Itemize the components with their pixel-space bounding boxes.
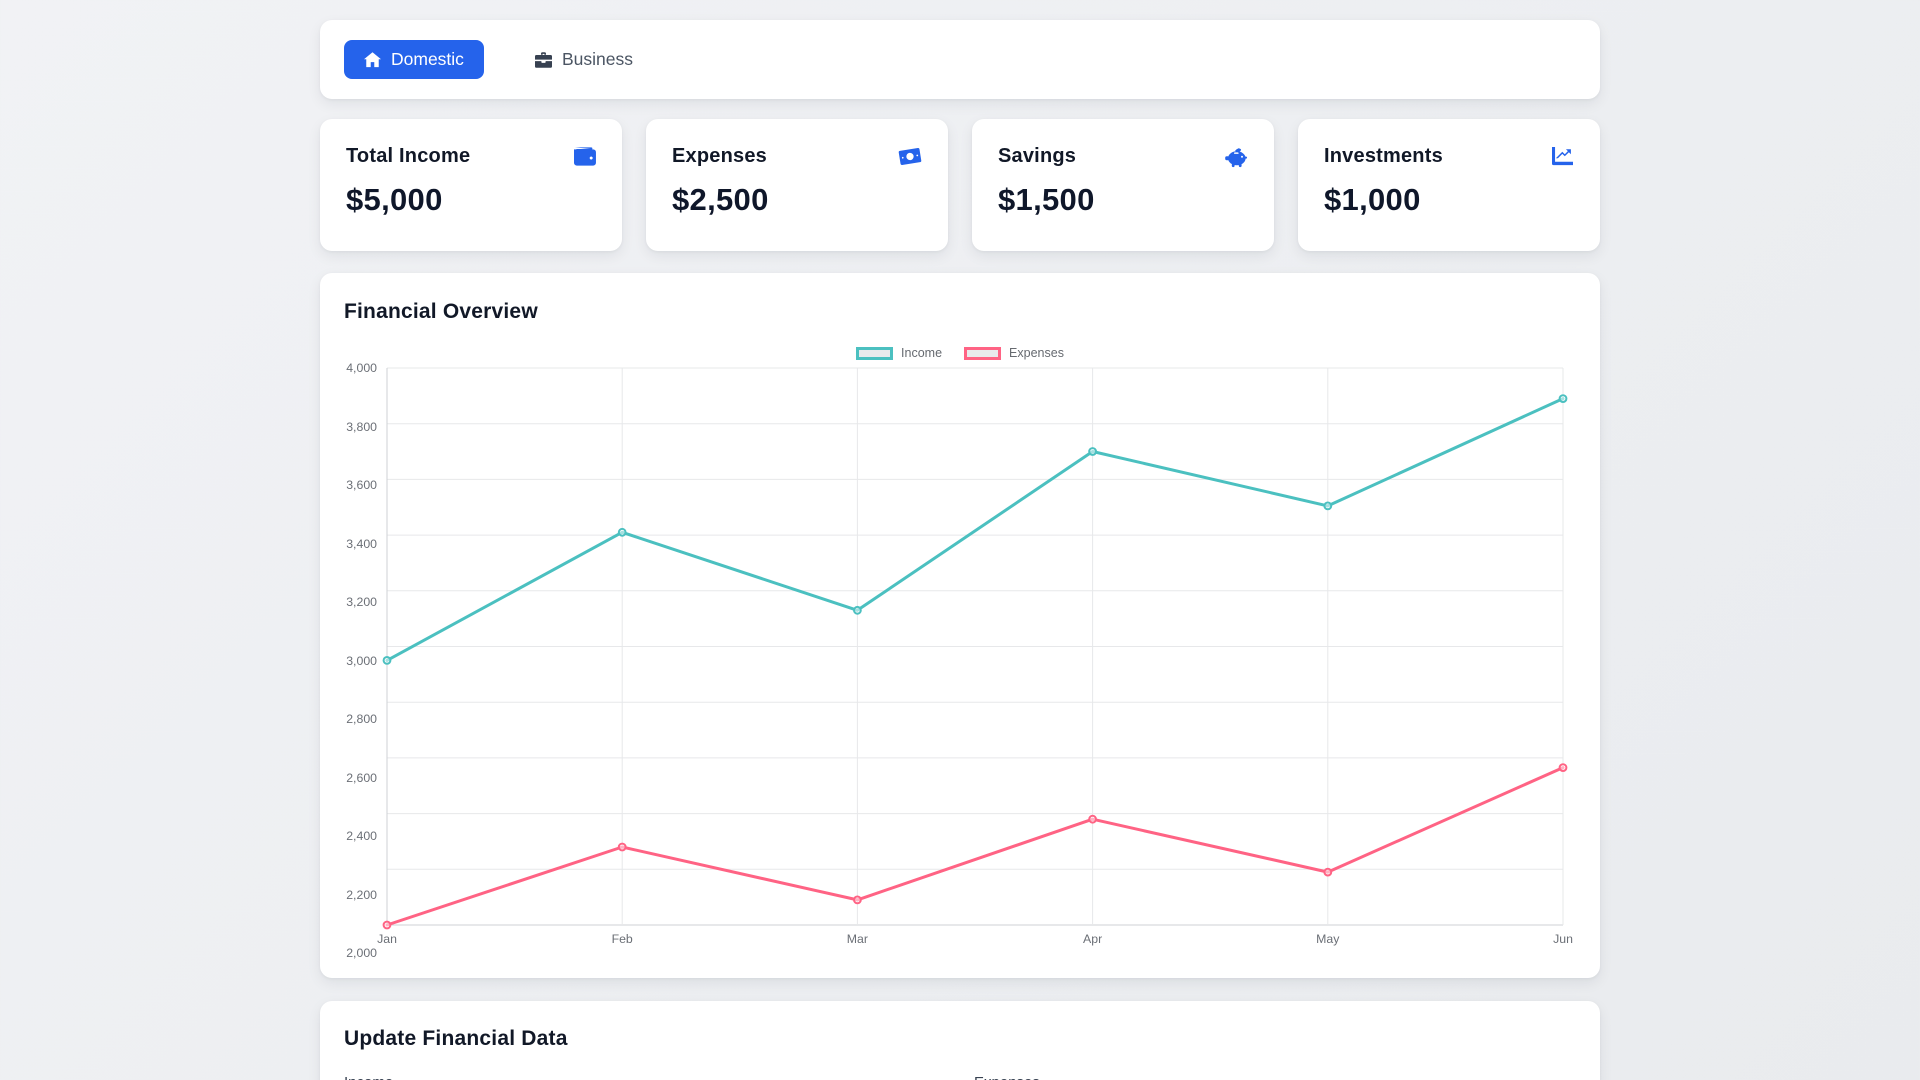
x-axis-labels: Jan Feb Mar Apr May Jun: [377, 932, 1573, 953]
update-title: Update Financial Data: [344, 1027, 568, 1050]
y-tick-label: 2,800: [346, 711, 377, 726]
stat-card-savings: Savings $1,500: [972, 119, 1274, 251]
income-point: [382, 656, 392, 665]
stat-title: Total Income: [346, 145, 471, 167]
income-point: [1558, 394, 1568, 404]
stat-title: Investments: [1324, 145, 1443, 167]
stat-cards-row: Total Income $5,000 Expenses $2,500 Savi…: [320, 119, 1600, 251]
legend-item-income[interactable]: Income: [856, 346, 942, 360]
y-tick-label: 3,000: [346, 653, 377, 668]
y-tick-label: 3,800: [346, 419, 377, 434]
y-tick-label: 2,200: [346, 887, 377, 902]
x-tick-label: Mar: [846, 932, 868, 946]
stat-value: $1,000: [1324, 182, 1421, 217]
legend-swatch: [856, 346, 894, 360]
income-point: [1088, 447, 1097, 456]
wallet-icon: [573, 146, 596, 167]
y-axis-labels: 4,000 3,800 3,600 3,400 3,200 3,000 2,800 2,600…: [344, 362, 387, 960]
expenses-line: [385, 766, 1565, 927]
stat-title: Expenses: [672, 145, 767, 167]
stat-value: $5,000: [346, 182, 443, 217]
chart-title: Financial Overview: [344, 300, 538, 323]
stat-title: Savings: [998, 145, 1077, 167]
expenses-point: [382, 920, 392, 930]
y-tick-label: 2,400: [346, 828, 377, 843]
income-point: [1323, 501, 1333, 511]
briefcase-icon: [534, 51, 552, 68]
legend-label: Expenses: [1009, 346, 1064, 360]
legend-item-expenses[interactable]: Expenses: [964, 346, 1064, 360]
y-tick-label: 3,400: [346, 536, 377, 551]
tab-bar: Domestic Business: [320, 20, 1600, 99]
chart-legend: Income Expenses: [344, 345, 1576, 361]
dashboard-page: Domestic Business Total Income $5,000 Ex…: [320, 0, 1600, 1080]
stat-card-total-income: Total Income $5,000: [320, 119, 622, 251]
stat-card-investments: Investments $1,000: [1298, 119, 1600, 251]
income-point: [617, 527, 627, 537]
piggy-bank-icon: [1224, 146, 1248, 168]
update-financial-data-card: Update Financial Data Income Expenses: [320, 1001, 1600, 1080]
income-line: [385, 397, 1565, 662]
y-tick-label: 4,000: [346, 360, 377, 375]
income-field-group: Income: [344, 1074, 946, 1080]
x-tick-label: May: [1316, 932, 1340, 946]
y-tick-label: 3,200: [346, 594, 377, 609]
tab-business-label: Business: [561, 49, 633, 70]
expenses-point: [1088, 814, 1097, 824]
expenses-point: [617, 842, 627, 852]
y-tick-label: 3,600: [346, 477, 377, 492]
tab-domestic[interactable]: Domestic: [344, 40, 484, 79]
chart-canvas: [382, 367, 1568, 930]
financial-overview-card: Financial Overview Income Expenses 4,000 3…: [320, 273, 1600, 978]
stat-value: $1,500: [998, 182, 1095, 217]
chart-line-icon: [1551, 146, 1574, 167]
tab-domestic-label: Domestic: [391, 49, 464, 70]
y-tick-label: 2,600: [346, 770, 377, 785]
home-icon: [364, 51, 381, 68]
x-tick-label: Jun: [1553, 932, 1573, 946]
income-field-label: Income: [344, 1074, 946, 1080]
x-tick-label: Jan: [377, 932, 397, 946]
income-point: [853, 605, 862, 615]
tab-business[interactable]: Business: [515, 40, 653, 78]
expenses-field-group: Expenses: [974, 1074, 1576, 1080]
expenses-point: [1323, 867, 1333, 877]
expenses-field-label: Expenses: [974, 1074, 1576, 1080]
x-tick-label: Apr: [1083, 932, 1103, 946]
expenses-point: [853, 895, 862, 905]
y-tick-label: 2,000: [346, 945, 377, 960]
stat-value: $2,500: [672, 182, 769, 217]
line-chart: 4,000 3,800 3,600 3,400 3,200 3,000 2,800 2,600…: [344, 362, 1576, 960]
expenses-point: [1558, 763, 1568, 773]
money-bill-icon: [898, 146, 922, 167]
x-tick-label: Feb: [611, 932, 633, 946]
legend-label: Income: [901, 346, 943, 360]
stat-card-expenses: Expenses $2,500: [646, 119, 948, 251]
legend-swatch: [964, 346, 1002, 360]
